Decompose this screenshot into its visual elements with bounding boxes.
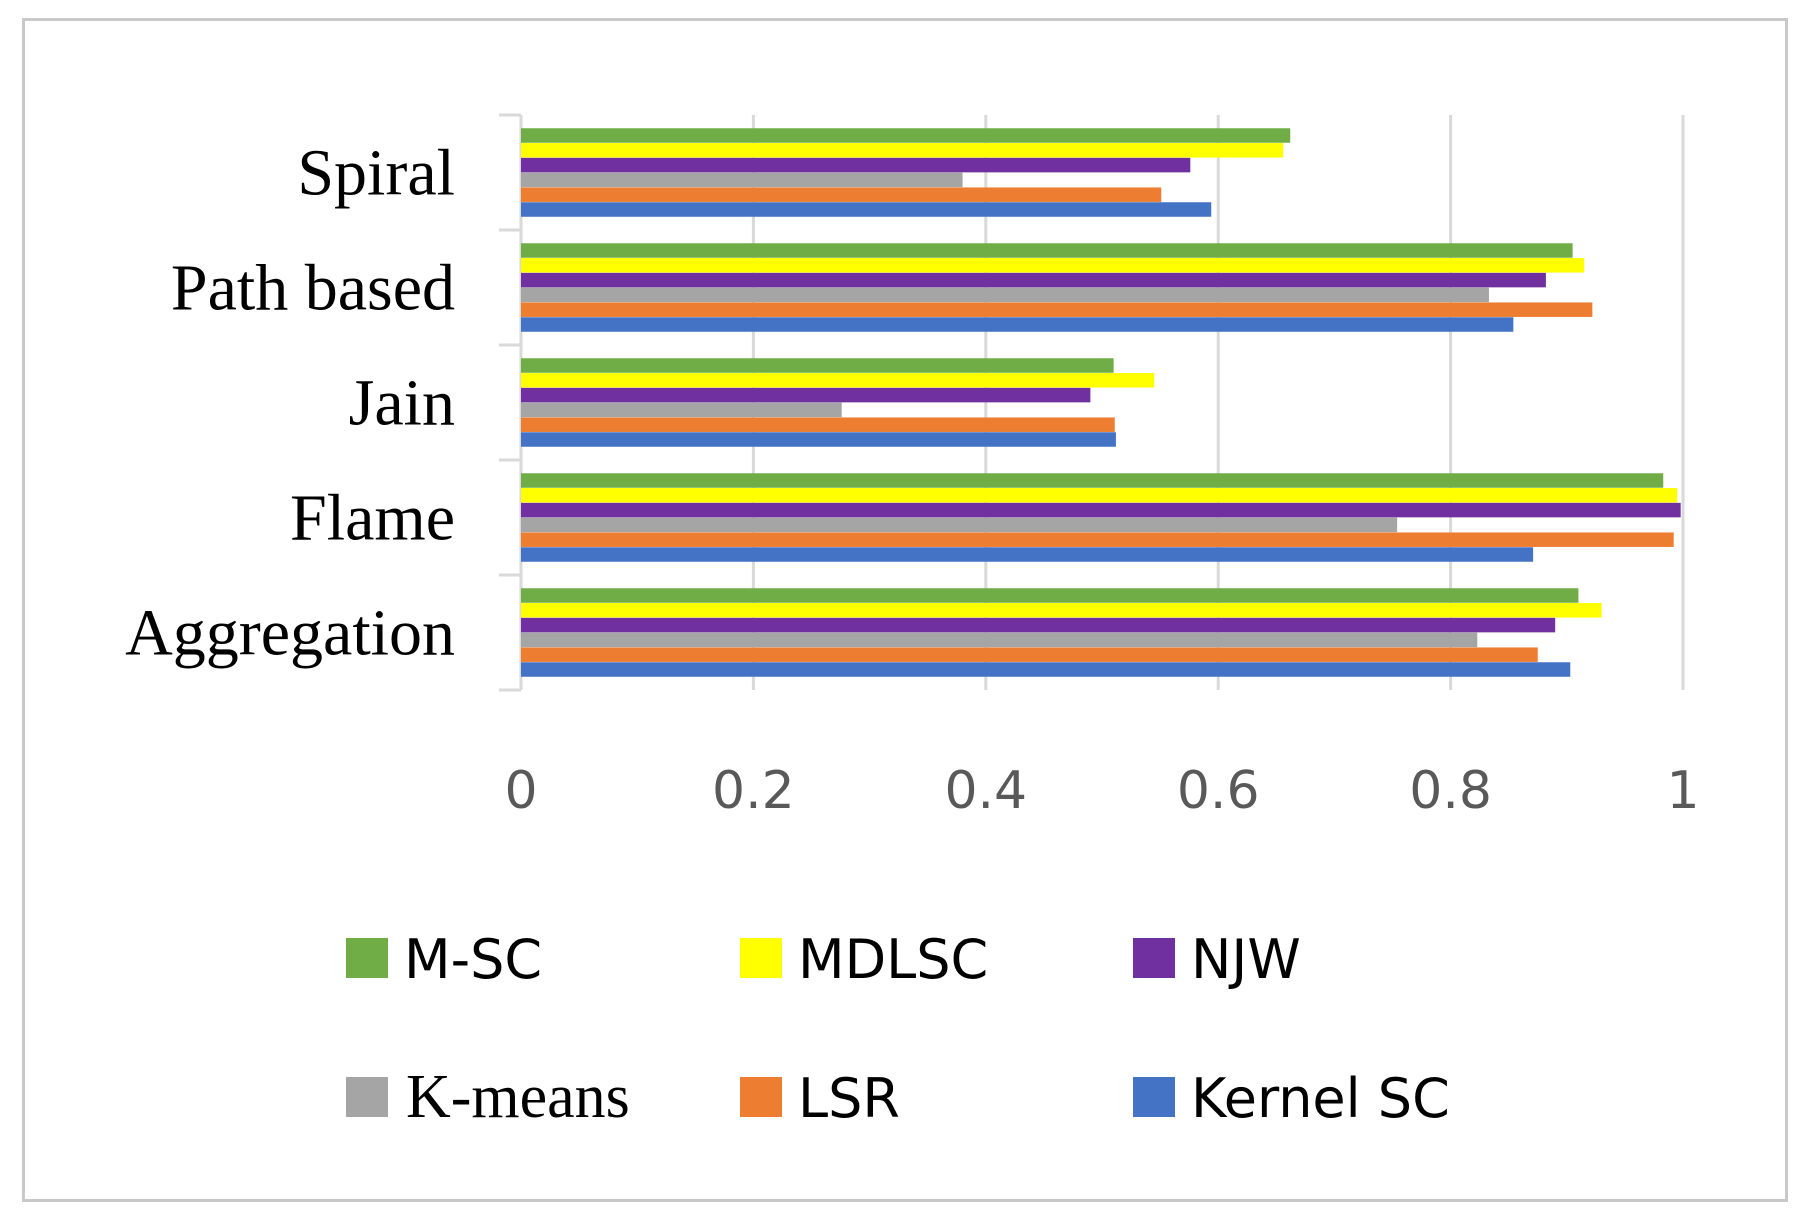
legend-swatch <box>346 938 388 978</box>
bar-njw-jain <box>521 387 1091 403</box>
bar-lsr-jain <box>521 417 1115 432</box>
bar-njw-spiral <box>521 157 1191 173</box>
bar-m-sc-aggregation <box>521 588 1579 603</box>
legend-label: K-means <box>406 1063 630 1131</box>
x-tick-labels: 0 0.2 0.4 0.6 0.8 1 <box>504 761 1699 821</box>
bar-m-sc-spiral <box>521 128 1291 143</box>
category-label: Spiral <box>297 137 455 210</box>
x-tick-label: 0.8 <box>1409 761 1492 821</box>
bar-mdlsc-path-based <box>521 258 1585 273</box>
legend-label: MDLSC <box>798 928 988 991</box>
category-axis <box>499 113 523 692</box>
bar-mdlsc-aggregation <box>521 603 1602 618</box>
x-tick-label: 1 <box>1666 761 1699 821</box>
bar-njw-path-based <box>521 272 1546 288</box>
category-label: Flame <box>290 482 455 555</box>
bar-k-means-aggregation <box>521 632 1478 648</box>
bar-kernel-sc-flame <box>521 547 1534 562</box>
bar-lsr-spiral <box>521 187 1162 202</box>
bar-kernel-sc-spiral <box>521 202 1212 217</box>
bar-k-means-path-based <box>521 287 1489 303</box>
bar-m-sc-jain <box>521 358 1114 373</box>
bar-lsr-aggregation <box>521 647 1538 662</box>
bar-lsr-path-based <box>521 302 1593 317</box>
bar-k-means-spiral <box>521 172 963 188</box>
bar-mdlsc-jain <box>521 373 1155 388</box>
bar-kernel-sc-jain <box>521 432 1116 447</box>
legend-label: LSR <box>798 1067 900 1130</box>
legend-label: Kernel SC <box>1191 1067 1450 1130</box>
bar-lsr-flame <box>521 532 1674 547</box>
legend-swatch <box>1133 938 1175 978</box>
x-tick-label: 0 <box>504 761 537 821</box>
category-label: Path based <box>171 252 455 325</box>
category-label: Aggregation <box>125 597 455 670</box>
bar-m-sc-flame <box>521 473 1664 488</box>
legend-swatch <box>740 938 782 978</box>
bar-mdlsc-spiral <box>521 143 1284 158</box>
bar-k-means-jain <box>521 402 842 418</box>
legend-label: NJW <box>1191 928 1301 991</box>
bars <box>521 128 1681 677</box>
bar-kernel-sc-aggregation <box>521 662 1571 677</box>
x-tick-label: 0.2 <box>712 761 795 821</box>
legend-label: M-SC <box>404 928 542 991</box>
bar-kernel-sc-path-based <box>521 317 1514 332</box>
x-tick-label: 0.6 <box>1177 761 1260 821</box>
legend: M-SC MDLSC NJW K-means LSR Kernel SC <box>346 928 1450 1131</box>
bar-k-means-flame <box>521 517 1398 533</box>
legend-swatch <box>1133 1077 1175 1117</box>
x-tick-label: 0.4 <box>944 761 1027 821</box>
legend-swatch <box>346 1077 388 1117</box>
category-labels: Aggregation Flame Jain Path based Spiral <box>125 137 455 670</box>
legend-swatch <box>740 1077 782 1117</box>
bar-mdlsc-flame <box>521 488 1678 503</box>
category-label: Jain <box>349 367 455 440</box>
bar-m-sc-path-based <box>521 243 1573 258</box>
bar-njw-aggregation <box>521 617 1556 633</box>
bar-njw-flame <box>521 502 1681 518</box>
